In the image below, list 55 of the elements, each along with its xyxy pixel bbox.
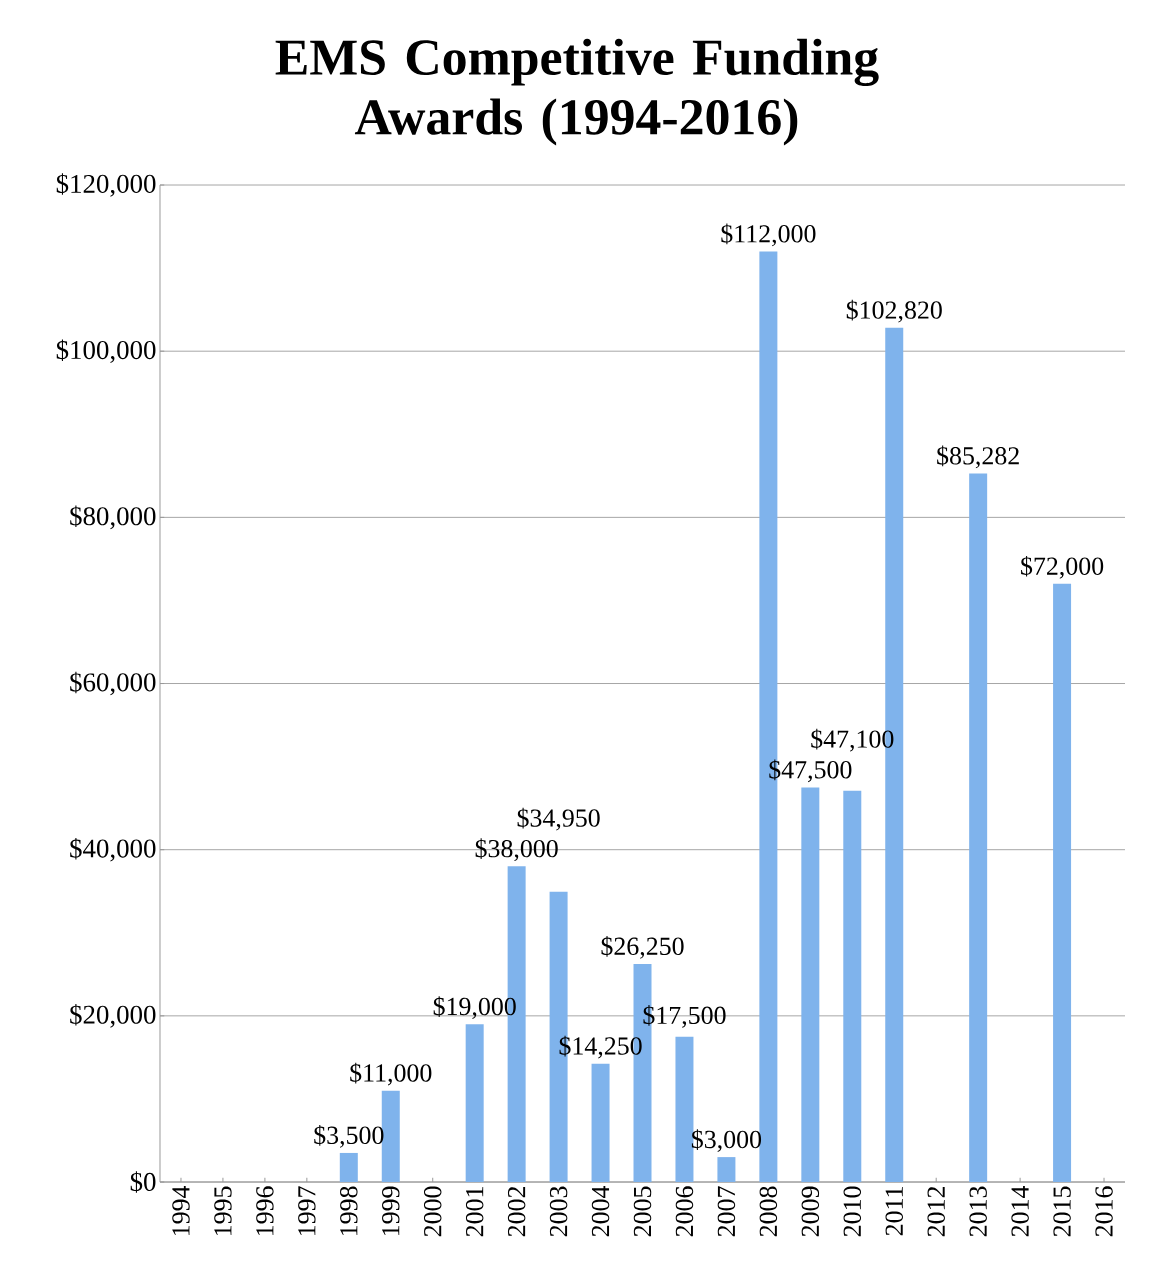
bar [717,1157,736,1183]
data-label: $85,282 [937,445,1019,469]
x-tick-label: 2004 [591,1185,610,1237]
bar [1053,583,1072,1183]
x-tick-label: 2001 [465,1187,484,1237]
x-tick-label: 2002 [507,1186,526,1237]
bar [591,1063,610,1183]
data-label: $19,000 [433,996,516,1019]
y-tick-label: $0 [130,1171,156,1193]
data-label: $112,000 [721,223,816,247]
data-label: $3,500 [314,1125,384,1148]
y-tick-label: $60,000 [70,671,156,696]
x-tick-label: 2014 [1011,1185,1029,1237]
x-tick-label: 2000 [423,1186,442,1237]
bar [339,1152,358,1183]
x-tick-label: 2012 [927,1186,945,1237]
x-tick-label: 1999 [382,1186,400,1236]
bar [801,787,820,1183]
y-tick-label: $40,000 [70,837,156,862]
x-tick-label: 2016 [1095,1186,1113,1237]
x-tick-label: 2009 [801,1186,820,1237]
data-label: $34,950 [517,807,600,831]
data-label: $38,000 [475,838,558,862]
data-label: $3,000 [691,1129,762,1152]
x-tick-label: 2008 [759,1186,778,1237]
x-tick-label: 1995 [214,1186,232,1236]
x-tick-label: 2003 [549,1186,568,1237]
data-label: $26,250 [601,935,684,959]
x-tick-label: 2005 [633,1186,652,1237]
data-label: $11,000 [350,1062,432,1086]
x-tick-label: 1997 [298,1186,316,1236]
y-tick-label: $100,000 [56,339,156,363]
y-tick-label: $20,000 [70,1004,156,1028]
y-tick-label: $80,000 [70,505,156,530]
bar [465,1024,484,1183]
data-label: $47,500 [769,759,852,783]
data-label: $72,000 [1021,555,1104,579]
data-label: $17,500 [643,1005,726,1028]
y-tick-label: $120,000 [56,173,156,197]
x-tick-label: 1996 [256,1186,274,1236]
data-label: $47,100 [811,728,894,752]
x-tick-label: 1998 [340,1186,358,1236]
bar [843,790,862,1183]
x-tick-label: 1994 [172,1185,190,1236]
bar [675,1036,694,1183]
x-tick-label: 2007 [717,1186,736,1237]
x-tick-label: 2015 [1053,1186,1071,1237]
x-tick-label: 2011 [885,1187,903,1236]
chart-title: EMS Competitive Funding Awards (1994-2016) [275,38,879,146]
x-tick-label: 2013 [969,1186,987,1237]
x-tick-label: 2010 [843,1186,862,1237]
bar [969,473,988,1183]
x-tick-label: 2006 [675,1186,694,1237]
data-label: $102,820 [846,299,942,323]
data-label: $14,250 [559,1035,642,1059]
